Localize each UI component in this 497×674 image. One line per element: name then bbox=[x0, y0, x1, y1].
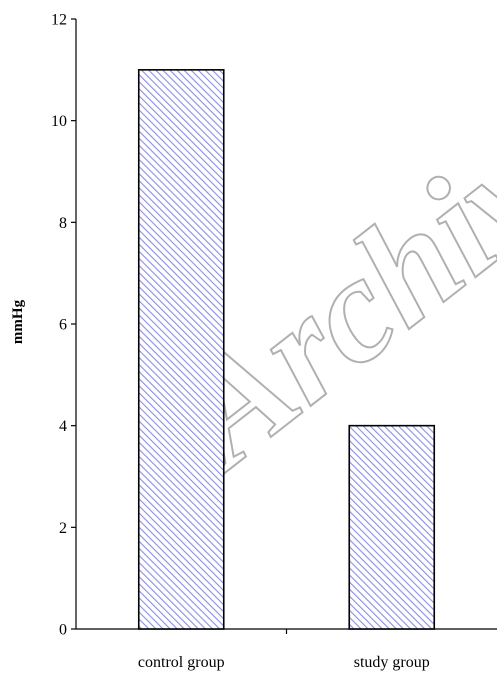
y-tick-label: 2 bbox=[59, 520, 67, 537]
bar-study-group bbox=[348, 424, 436, 630]
y-ticks: 0 2 4 6 8 10 12 bbox=[51, 12, 76, 639]
bars bbox=[137, 69, 436, 630]
x-ticks: control group study group bbox=[138, 629, 430, 671]
y-axis-title: mmHg bbox=[10, 299, 26, 344]
y-tick-label: 8 bbox=[59, 215, 67, 232]
y-tick-label: 0 bbox=[59, 622, 67, 639]
x-tick-label: study group bbox=[354, 654, 430, 671]
y-tick-label: 6 bbox=[59, 317, 67, 334]
bar-control-group bbox=[137, 69, 225, 630]
y-tick-label: 4 bbox=[59, 418, 67, 435]
y-tick-label: 10 bbox=[51, 113, 67, 130]
y-tick-label: 12 bbox=[51, 12, 67, 29]
x-tick-label: control group bbox=[138, 654, 225, 671]
